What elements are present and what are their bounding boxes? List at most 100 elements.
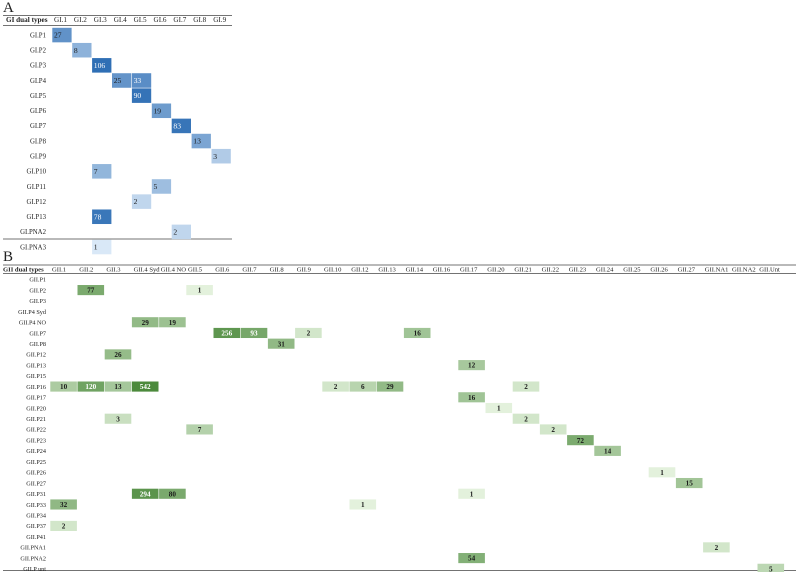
panel-b-cell-gii-p2-gii-5 <box>186 285 213 296</box>
panel-b-cell-gii-p16-gii-2 <box>77 381 105 392</box>
panel-a-row-label-gi-p3: GI.P3 <box>30 63 47 70</box>
panel-b-cell-gii-p-unt-gii-unt-value: 5 <box>769 565 773 572</box>
panel-b-cell-gii-p37-gii-1 <box>50 520 77 531</box>
panel-b-col-header-gii-1: GII.1 <box>52 267 66 274</box>
panel-a-row-label-gi-pna3: GI.PNA3 <box>20 244 46 251</box>
panel-b-cell-gii-p37-gii-1-value: 2 <box>62 523 66 531</box>
panel-b-cell-gii-p16-gii-21-value: 2 <box>524 383 528 391</box>
panel-b-cell-gii-p12-gii-3-value: 26 <box>114 351 122 359</box>
panel-a-row-label-gi-p4: GI.P4 <box>30 78 47 85</box>
panel-b-row-label-gii-p2: GII.P2 <box>29 287 46 294</box>
panel-b-cell-gii-p16-gii-2-value: 120 <box>85 383 96 391</box>
panel-b-row-label-gii-pna2: GII.PNA2 <box>20 555 46 562</box>
panel-b-cell-gii-p13-gii-17-value: 12 <box>468 362 476 370</box>
panel-b-row-label-gii-p16: GII.P16 <box>26 384 46 391</box>
panel-a-cell-gi-p2-gi-2-value: 8 <box>74 46 78 55</box>
panel-b-col-header-gii-9: GII.9 <box>297 267 312 274</box>
panel-a-cell-gi-p11-gi-6-value: 5 <box>154 182 158 191</box>
panel-a-cell-gi-p7-gi-7 <box>171 118 191 134</box>
panel-b-cell-gii-p16-gii-12-value: 6 <box>361 383 365 391</box>
panel-b-cell-gii-p23-gii-23-value: 72 <box>577 437 585 445</box>
panel-a-row-label-gi-p5: GI.P5 <box>30 93 47 100</box>
panel-b-cell-gii-p24-gii-24-value: 14 <box>604 447 612 455</box>
panel-a-cell-gi-p13-gi-3-value: 78 <box>94 212 102 221</box>
panel-b-cell-gii-p20-gii-20-value: 1 <box>497 405 501 413</box>
panel-b-row-label-gii-p-unt: GII.P unt <box>23 566 46 572</box>
panel-b-cell-gii-p7-gii-6 <box>213 327 241 339</box>
panel-a-cell-gi-p4-gi-4-value: 25 <box>114 76 122 85</box>
panel-b-col-header-gii-4-no: GII.4 NO <box>161 267 187 274</box>
panel-b-cell-gii-p33-gii-1 <box>50 499 77 510</box>
panel-b-cell-gii-p31-gii-4-syd <box>131 488 159 499</box>
panel-a-row-label-gi-pna2: GI.PNA2 <box>20 229 46 236</box>
panel-a-col-header-gi-8: GI.8 <box>193 16 206 24</box>
panel-a-cell-gi-pna3-gi-3 <box>92 239 112 255</box>
panel-b-col-header-gii-21: GII.21 <box>514 267 531 274</box>
panel-b-row-label-gii-p27: GII.P27 <box>26 480 46 487</box>
panel-a-row-label-gi-p9: GI.P9 <box>30 153 47 160</box>
panel-b-row-label-gii-p7: GII.P7 <box>29 330 46 337</box>
panel-b-col-header-gii-23: GII.23 <box>569 267 587 274</box>
panel-b-cell-gii-p27-gii-27 <box>675 477 703 489</box>
panel-b-row-label-gii-p4-syd: GII.P4 Syd <box>18 309 47 316</box>
panel-b-col-header-gii-unt: GII.Unt <box>759 267 780 274</box>
panel-b-row-label-gii-p34: GII.P34 <box>26 513 46 520</box>
panel-a-cell-gi-p12-gi-5-value: 2 <box>134 197 138 206</box>
panel-b-cell-gii-p17-gii-17-value: 16 <box>468 394 476 402</box>
panel-b-col-header-gii-20: GII.20 <box>487 267 505 274</box>
panel-a-cell-gi-p7-gi-7-value: 83 <box>173 122 181 131</box>
panel-b-row-label-gii-p3: GII.P3 <box>29 298 46 305</box>
panel-b-cell-gii-p21-gii-3-value: 3 <box>116 415 120 423</box>
panel-a-cell-gi-p5-gi-5-value: 90 <box>134 91 142 100</box>
panel-b-row-label-gii-p13: GII.P13 <box>26 362 46 369</box>
panel-b-row-label-gii-p12: GII.P12 <box>26 352 46 359</box>
panel-b-col-header-gii-4-syd: GII.4 Syd <box>134 267 161 274</box>
panel-b-cell-gii-p16-gii-13 <box>376 381 404 392</box>
panel-b-cell-gii-p22-gii-5-value: 7 <box>198 426 202 434</box>
panel-b-cell-gii-p2-gii-5-value: 1 <box>198 287 202 295</box>
panel-b-cell-gii-p16-gii-21 <box>512 381 540 392</box>
panel-b-row-label-gii-p22: GII.P22 <box>26 427 46 434</box>
panel-b-cell-gii-p23-gii-23 <box>567 435 594 446</box>
panel-a-cell-gi-p5-gi-5 <box>131 88 152 103</box>
panel-a-col-header-gi-1: GI.1 <box>54 16 67 24</box>
panel-b-col-header-gii-8: GII.8 <box>270 267 285 274</box>
panel-b-cell-gii-p-unt-gii-unt <box>757 563 785 572</box>
panel-a-cell-gi-pna2-gi-7-value: 2 <box>173 227 177 236</box>
panel-b-row-label-gii-p4-no: GII.P4 NO <box>19 320 47 327</box>
panel-a-cell-gi-p3-gi-3 <box>92 58 112 73</box>
panel-b-cell-gii-p33-gii-1-value: 32 <box>60 501 68 509</box>
panel-b-cell-gii-p4-no-gii-4-no <box>159 317 186 328</box>
panel-b-cell-gii-p16-gii-10 <box>322 381 349 392</box>
panel-b-cell-gii-pna1-gii-na1-value: 2 <box>715 544 719 552</box>
panel-b-cell-gii-p21-gii-21 <box>512 413 540 424</box>
panel-b-row-label-gii-p33: GII.P33 <box>26 502 46 509</box>
panel-b-cell-gii-p7-gii-7 <box>240 327 268 339</box>
panel-b-row-label-gii-p21: GII.P21 <box>26 416 46 423</box>
panel-b-cell-gii-p16-gii-12 <box>349 381 377 392</box>
panel-a-row-label-gi-p8: GI.P8 <box>30 138 47 145</box>
panel-a-cell-gi-p8-gi-8 <box>191 133 211 149</box>
panel-a-row-label-gi-p12: GI.P12 <box>27 199 47 206</box>
panel-b-cell-gii-p31-gii-17-value: 1 <box>470 490 474 498</box>
panel-b-col-header-gii-12: GII.12 <box>351 267 368 274</box>
panel-a-col-header-gi-7: GI.7 <box>173 16 186 24</box>
panel-b-cell-gii-p16-gii-10-value: 2 <box>334 383 338 391</box>
panel-b-cell-gii-p7-gii-14-value: 16 <box>414 330 422 338</box>
panel-b-cell-gii-p22-gii-22 <box>539 424 567 435</box>
panel-a-row-label-gi-p11: GI.P11 <box>27 184 46 191</box>
panel-b-row-label-gii-p15: GII.P15 <box>26 373 46 380</box>
panel-b-cell-gii-p7-gii-9-value: 2 <box>307 330 311 338</box>
panel-a-col-header-gi-2: GI.2 <box>74 16 87 24</box>
panel-b-col-header-gii-17: GII.17 <box>460 267 478 274</box>
panel-a-cell-gi-p4-gi-4 <box>112 73 132 88</box>
panel-a-cell-gi-pna3-gi-3-value: 1 <box>94 243 98 252</box>
panel-b-cell-gii-p31-gii-4-syd-value: 294 <box>140 490 151 498</box>
panel-b-letter: B <box>3 249 14 265</box>
panel-a-cell-gi-p9-gi-9-value: 3 <box>213 152 217 161</box>
panel-a-col-header-gi-6: GI.6 <box>154 16 167 24</box>
panel-b-cell-gii-p33-gii-12 <box>349 499 377 510</box>
panel-b-col-header-gii-6: GII.6 <box>215 267 230 274</box>
panel-a-col-header-gi-3: GI.3 <box>94 16 107 24</box>
panel-b-cell-gii-p7-gii-9 <box>295 327 322 339</box>
